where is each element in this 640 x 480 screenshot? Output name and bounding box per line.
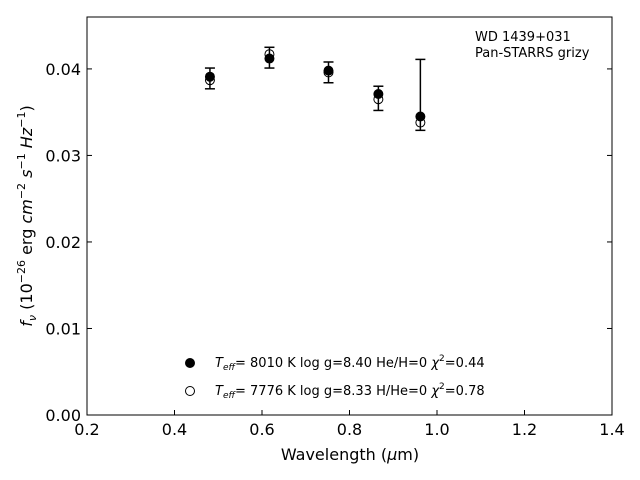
x-tick-label: 1.0	[424, 420, 449, 439]
x-tick-label: 0.8	[337, 420, 362, 439]
y-tick-label: 0.00	[45, 406, 81, 425]
y-tick-label: 0.01	[45, 319, 81, 338]
open-model-point	[264, 49, 275, 60]
legend-marker-filled	[185, 358, 195, 368]
open-model-point	[373, 94, 384, 105]
x-tick-label: 0.4	[162, 420, 187, 439]
object-name: WD 1439+031	[475, 30, 571, 45]
y-tick-label: 0.02	[45, 233, 81, 252]
photometry-label: Pan-STARRS grizy	[475, 46, 590, 61]
legend-entry-1: Teff= 8010 K log g=8.40 He/H=0 χ2=0.44	[215, 354, 485, 373]
open-model-point	[415, 117, 426, 128]
x-tick-label: 0.6	[249, 420, 274, 439]
legend-marker-open	[185, 386, 195, 396]
open-model-point	[323, 67, 334, 78]
legend: Teff= 8010 K log g=8.40 He/H=0 χ2=0.44 T…	[185, 354, 485, 401]
data-markers	[204, 49, 426, 128]
legend-entry-2: Teff= 7776 K log g=8.33 H/He=0 χ2=0.78	[215, 382, 485, 401]
x-tick-label: 1.4	[599, 420, 624, 439]
filled-model-point	[373, 89, 384, 100]
x-tick-label: 0.2	[74, 420, 99, 439]
y-axis-label: fν (10−26 erg cm−2 s−1 Hz−1)	[15, 105, 39, 326]
axis-ticks	[86, 68, 613, 416]
y-tick-label: 0.04	[45, 60, 81, 79]
x-axis-label: Wavelength (μm)	[281, 445, 419, 464]
y-tick-label: 0.03	[45, 146, 81, 165]
open-model-point	[204, 75, 215, 86]
filled-model-point	[204, 71, 215, 82]
error-bars	[204, 46, 426, 132]
x-tick-label: 1.2	[512, 420, 537, 439]
axis-tick-labels: 0.2 0.4 0.6 0.8 1.0 1.2 1.4 0.00 0.01 0.02 0.03 0.0…	[45, 60, 624, 439]
